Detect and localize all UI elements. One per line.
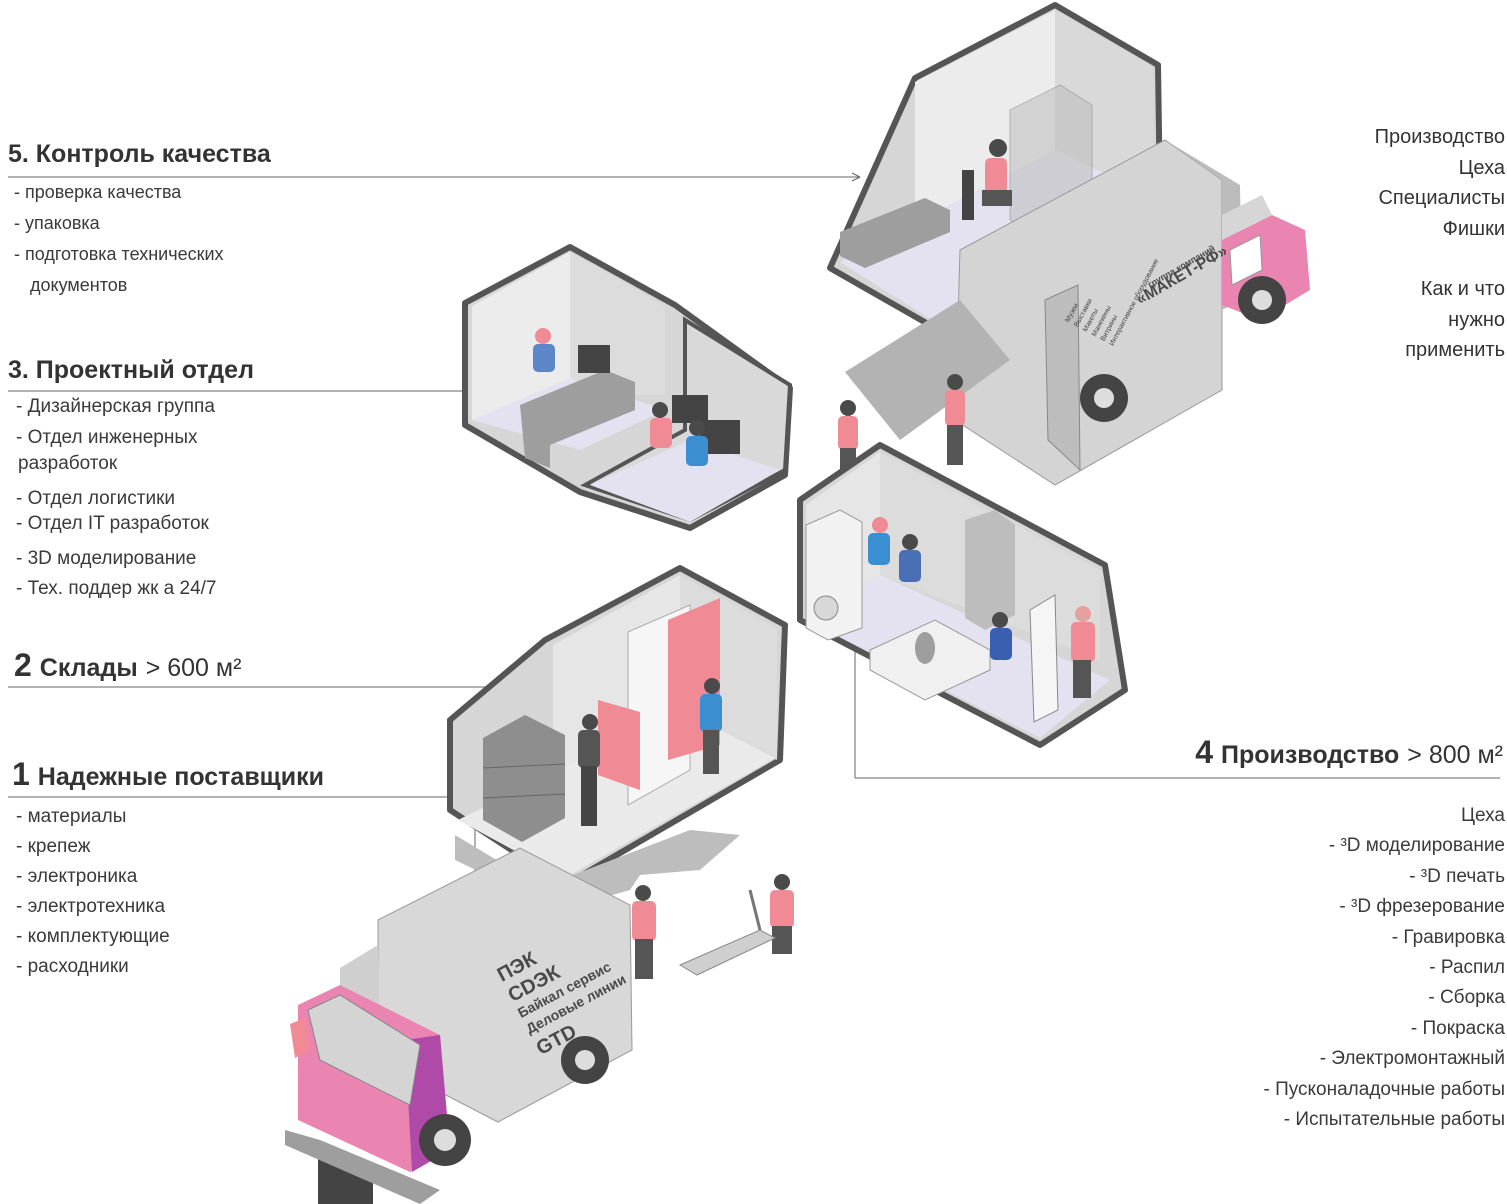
text-line: [1245, 244, 1505, 274]
list-item: разработок: [18, 453, 118, 474]
section-1-label: Надежные поставщики: [37, 763, 325, 791]
list-item: - Электромонтажный: [1319, 1048, 1505, 1070]
text-line: нужно: [1448, 308, 1505, 331]
list-item: - ³D фрезерование: [1339, 896, 1505, 918]
list-item: документов: [30, 275, 128, 295]
list-item: - Дизайнерская группа: [16, 396, 215, 417]
list-item: - Распил: [1429, 957, 1505, 979]
section-2-area: > 600 м²: [145, 654, 242, 682]
text-line: Как и что: [1420, 278, 1505, 300]
list-item: - расходники: [16, 956, 129, 977]
text-line: Производство: [1374, 126, 1505, 148]
section-4-title: 4 Производство > 800 м²: [1195, 734, 1503, 771]
list-item: - материалы: [16, 806, 127, 827]
list-item: - подготовка технических: [14, 244, 224, 264]
right-top-text: Производство Цеха Специалисты Фишки Как …: [1245, 122, 1505, 366]
list-item: - Сборка: [1428, 987, 1505, 1009]
list-item: - ³D моделирование: [1328, 835, 1505, 857]
section-1-list: - материалы - крепеж - электроника - эле…: [16, 802, 170, 982]
list-item: - комплектующие: [16, 926, 170, 947]
section-2-number: 2: [14, 647, 32, 683]
list-item: - электротехника: [16, 896, 166, 917]
list-item: - Отдел IT разработок: [16, 513, 209, 534]
room-warehouse: [447, 565, 788, 910]
list-item: - проверка качества: [14, 182, 182, 202]
room-project-office: [462, 244, 793, 531]
list-item: Цеха: [1460, 805, 1505, 826]
section-4-number: 4: [1195, 734, 1213, 770]
section-5-title: 5. Контроль качества: [8, 140, 271, 168]
room-production: [797, 442, 1128, 748]
list-item: - электроника: [16, 866, 138, 887]
list-item: - Пусконаладочные работы: [1263, 1078, 1505, 1100]
section-4-list: Цеха - ³D моделирование - ³D печать - ³D…: [1263, 801, 1505, 1135]
list-item: - упаковка: [14, 213, 100, 233]
section-1-title: 1 Надежные поставщики: [12, 756, 324, 793]
list-item: - Отдел инженерных: [16, 427, 198, 448]
truck-delivery: ПЭК CDЭК Байкал сервис Деловые линии GTD: [285, 847, 794, 1204]
list-item: - Отдел логистики: [16, 488, 175, 509]
text-line: Цеха: [1458, 156, 1505, 179]
list-item: - Испытательные работы: [1283, 1109, 1505, 1131]
text-line: применить: [1405, 339, 1505, 361]
text-line: Специалисты: [1378, 187, 1505, 209]
text-line: Фишки: [1442, 217, 1505, 240]
section-5-list: - проверка качества - упаковка - подгото…: [14, 177, 224, 301]
list-item: - Покраска: [1410, 1017, 1505, 1039]
section-4-label: Производство: [1220, 741, 1400, 769]
section-4-area: > 800 м²: [1407, 741, 1503, 769]
section-1-number: 1: [12, 756, 30, 792]
section-2-title: 2 Склады > 600 м²: [14, 647, 241, 684]
list-item: - Тех. поддер жк а 24/7: [16, 578, 217, 599]
list-item: - Гравировка: [1391, 926, 1505, 948]
section-3-title: 3. Проектный отдел: [8, 356, 254, 384]
section-2-label: Склады: [39, 654, 138, 682]
list-item: - 3D моделирование: [16, 548, 197, 569]
list-item: - крепеж: [16, 836, 91, 857]
truck-company: группа компаний «МАКЕТ-РФ» Музеи Выставк…: [838, 139, 1310, 486]
list-item: - ³D печать: [1409, 865, 1505, 887]
